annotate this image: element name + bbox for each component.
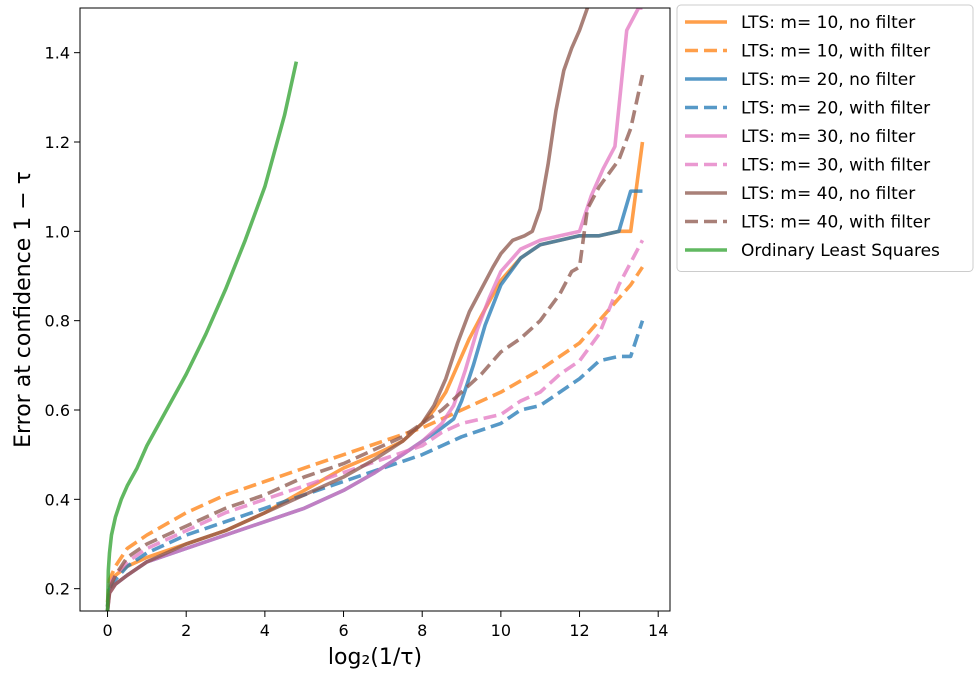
y-tick-label: 0.2 bbox=[45, 580, 70, 599]
series-line-9 bbox=[105, 61, 299, 611]
x-tick-label: 6 bbox=[338, 621, 348, 640]
legend-label-1: LTS: m= 10, no filter bbox=[741, 13, 915, 33]
legend-box bbox=[676, 4, 974, 272]
x-tick-label: 0 bbox=[102, 621, 112, 640]
x-tick-label: 8 bbox=[417, 621, 427, 640]
y-tick-label: 1.4 bbox=[45, 44, 70, 63]
legend-label-8: LTS: m= 40, with filter bbox=[741, 213, 930, 233]
legend-label-6: LTS: m= 30, with filter bbox=[741, 156, 930, 176]
x-tick-label: 2 bbox=[181, 621, 191, 640]
y-tick-label: 0.6 bbox=[45, 401, 70, 420]
x-tick-label: 12 bbox=[569, 621, 589, 640]
legend-label-2: LTS: m= 10, with filter bbox=[741, 42, 930, 62]
x-tick-label: 14 bbox=[648, 621, 668, 640]
y-tick-label: 1.0 bbox=[45, 222, 70, 241]
y-axis-label: Error at confidence 1 − τ bbox=[11, 171, 36, 448]
series-line-4 bbox=[105, 320, 645, 607]
series-line-5 bbox=[105, 8, 643, 611]
legend-label-7: LTS: m= 40, no filter bbox=[741, 184, 915, 204]
x-tick-label: 4 bbox=[260, 621, 270, 640]
series-line-6 bbox=[105, 239, 645, 607]
series-line-2 bbox=[105, 266, 644, 603]
x-axis-label: log₂(1/τ) bbox=[328, 645, 422, 670]
x-tick-label: 10 bbox=[491, 621, 511, 640]
series-line-1 bbox=[105, 141, 645, 611]
plot-frame bbox=[79, 7, 671, 612]
legend-label-5: LTS: m= 30, no filter bbox=[741, 127, 915, 147]
y-tick-label: 0.8 bbox=[45, 312, 70, 331]
y-tick-label: 0.4 bbox=[45, 490, 70, 509]
y-tick-label: 1.2 bbox=[45, 133, 70, 152]
series-line-8 bbox=[105, 74, 645, 607]
legend-label-4: LTS: m= 20, with filter bbox=[741, 99, 930, 119]
series-line-7 bbox=[105, 8, 590, 611]
legend-label-3: LTS: m= 20, no filter bbox=[741, 70, 915, 90]
legend-label-9: Ordinary Least Squares bbox=[741, 241, 940, 261]
